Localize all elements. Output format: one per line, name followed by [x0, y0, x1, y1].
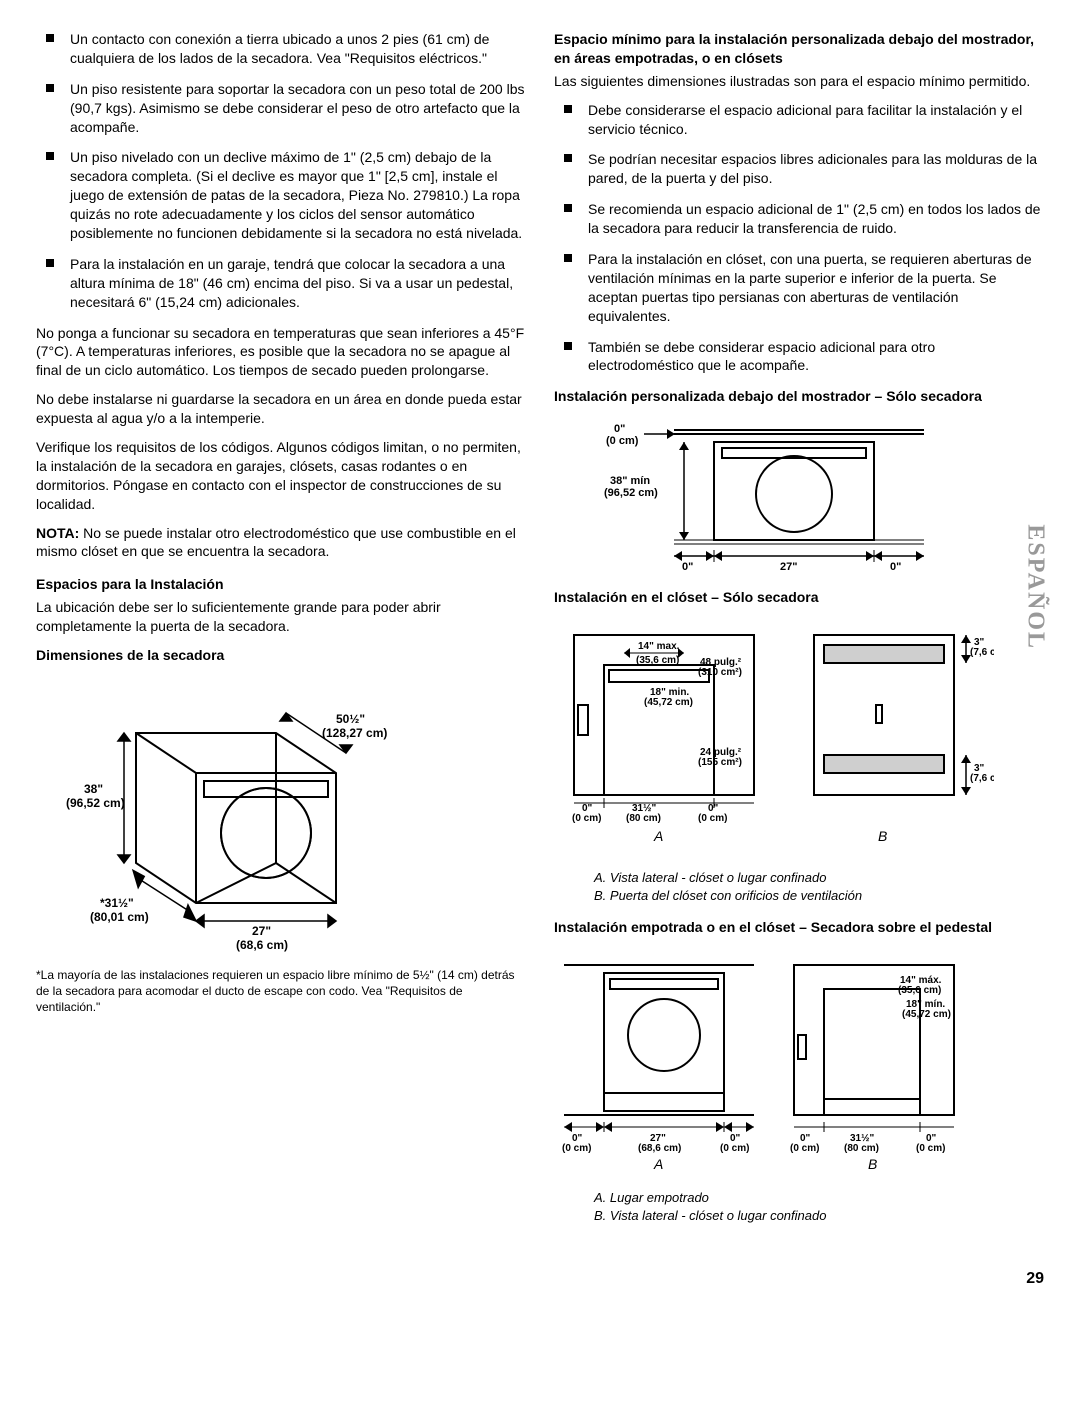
dim: (0 cm) — [606, 435, 639, 447]
label-b: B — [868, 1156, 877, 1172]
heading-pedestal: Instalación empotrada o en el clóset – S… — [554, 918, 1044, 937]
dim: 38" mín — [610, 475, 650, 487]
caption-b: B. Vista lateral - clóset o lugar confin… — [594, 1207, 1044, 1225]
para-nota: NOTA: No se puede instalar otro electrod… — [36, 524, 526, 562]
label-a: A — [653, 828, 663, 844]
page-number: 29 — [36, 1268, 1044, 1290]
para: Las siguientes dimensiones ilustradas so… — [554, 72, 1044, 91]
nota-text: No se puede instalar otro electrodomésti… — [36, 525, 516, 560]
dim: (0 cm) — [880, 573, 913, 574]
right-bullets: Debe considerarse el espacio adicional p… — [554, 101, 1044, 376]
diagram-undercounter: 0" (0 cm) 38" mín (96,52 cm) — [554, 414, 1044, 574]
bullet: Se podrían necesitar espacios libres adi… — [554, 150, 1044, 188]
dim: 0" — [890, 561, 901, 573]
dim: 27" — [780, 561, 797, 573]
para: Verifique los requisitos de los códigos.… — [36, 438, 526, 514]
dim-3112: *31½" — [100, 896, 134, 910]
left-bullets: Un contacto con conexión a tierra ubicad… — [36, 30, 526, 312]
side-tab-espanol: ESPAÑOL — [1020, 524, 1052, 650]
dim: (45,72 cm) — [644, 697, 693, 708]
dim: 0" — [614, 423, 625, 435]
bullet: Debe considerarse el espacio adicional p… — [554, 101, 1044, 139]
dim: (0 cm) — [562, 1143, 591, 1154]
dim-5012cm: (128,27 cm) — [322, 726, 387, 740]
dim: (68,6 cm) — [764, 573, 812, 574]
left-column: Un contacto con conexión a tierra ubicad… — [36, 30, 526, 1238]
dim: 14" max. — [638, 641, 680, 652]
dim: 0" — [682, 561, 693, 573]
dim: (0 cm) — [698, 813, 727, 824]
heading-espacios: Espacios para la Instalación — [36, 575, 526, 594]
dim-27cm: (68,6 cm) — [236, 938, 288, 952]
label-b: B — [878, 828, 887, 844]
diagram-dryer-dimensions: 50½" (128,27 cm) 38" (96,52 cm) *31½" (8 — [36, 673, 526, 953]
para: La ubicación debe ser lo suficientemente… — [36, 598, 526, 636]
bullet: Para la instalación en un garaje, tendrá… — [36, 255, 526, 312]
bullet: Un piso nivelado con un declive máximo d… — [36, 148, 526, 242]
dim: (68,6 cm) — [638, 1143, 681, 1154]
bullet: Para la instalación en clóset, con una p… — [554, 250, 1044, 326]
dim: (35,6 cm) — [898, 985, 941, 996]
bullet: Se recomienda un espacio adicional de 1"… — [554, 200, 1044, 238]
diagram-pedestal: 14" máx. (35,6 cm) 18" mín. (45,72 cm) 0… — [554, 945, 1044, 1175]
para: No ponga a funcionar su secadora en temp… — [36, 324, 526, 381]
caption-a: A. Vista lateral - clóset o lugar confin… — [594, 869, 1044, 887]
dim: (0 cm) — [916, 1143, 945, 1154]
dim: (80 cm) — [844, 1143, 879, 1154]
dim: (7,6 cm) — [970, 773, 994, 784]
dim: (0 cm) — [572, 813, 601, 824]
caption-b: B. Puerta del clóset con orificios de ve… — [594, 887, 1044, 905]
dim-5012: 50½" — [336, 712, 365, 726]
caption-a: A. Lugar empotrado — [594, 1189, 1044, 1207]
heading-undercounter: Instalación personalizada debajo del mos… — [554, 387, 1044, 406]
bullet: Un contacto con conexión a tierra ubicad… — [36, 30, 526, 68]
dim: (0 cm) — [672, 573, 705, 574]
dim-3112cm: (80,01 cm) — [90, 910, 149, 924]
heading-espacio-minimo: Espacio mínimo para la instalación perso… — [554, 30, 1044, 68]
dim-27: 27" — [252, 924, 271, 938]
caption: A. Lugar empotrado B. Vista lateral - cl… — [594, 1189, 1044, 1224]
diagram-closet-only: 14" max. (35,6 cm) 48 pulg.² (310 cm²) 1… — [554, 615, 1044, 855]
footnote: *La mayoría de las instalaciones requier… — [36, 967, 526, 1016]
dim: (0 cm) — [790, 1143, 819, 1154]
nota-label: NOTA: — [36, 525, 79, 541]
dim: (7,6 cm) — [970, 647, 994, 658]
dim: (310 cm²) — [698, 667, 742, 678]
dim: (35,6 cm) — [636, 655, 679, 666]
dim-38cm: (96,52 cm) — [66, 796, 125, 810]
bullet: También se debe considerar espacio adici… — [554, 338, 1044, 376]
dim: (96,52 cm) — [604, 487, 658, 499]
dim: (0 cm) — [720, 1143, 749, 1154]
caption: A. Vista lateral - clóset o lugar confin… — [594, 869, 1044, 904]
dim: (45,72 cm) — [902, 1009, 951, 1020]
bullet: Un piso resistente para soportar la seca… — [36, 80, 526, 137]
label-a: A — [653, 1156, 663, 1172]
heading-dimensiones: Dimensiones de la secadora — [36, 646, 526, 665]
right-column: Espacio mínimo para la instalación perso… — [554, 30, 1044, 1238]
para: No debe instalarse ni guardarse la secad… — [36, 390, 526, 428]
heading-closet-only: Instalación en el clóset – Sólo secadora — [554, 588, 1044, 607]
dim: (155 cm²) — [698, 757, 742, 768]
dim: (80 cm) — [626, 813, 661, 824]
dim-38: 38" — [84, 782, 103, 796]
